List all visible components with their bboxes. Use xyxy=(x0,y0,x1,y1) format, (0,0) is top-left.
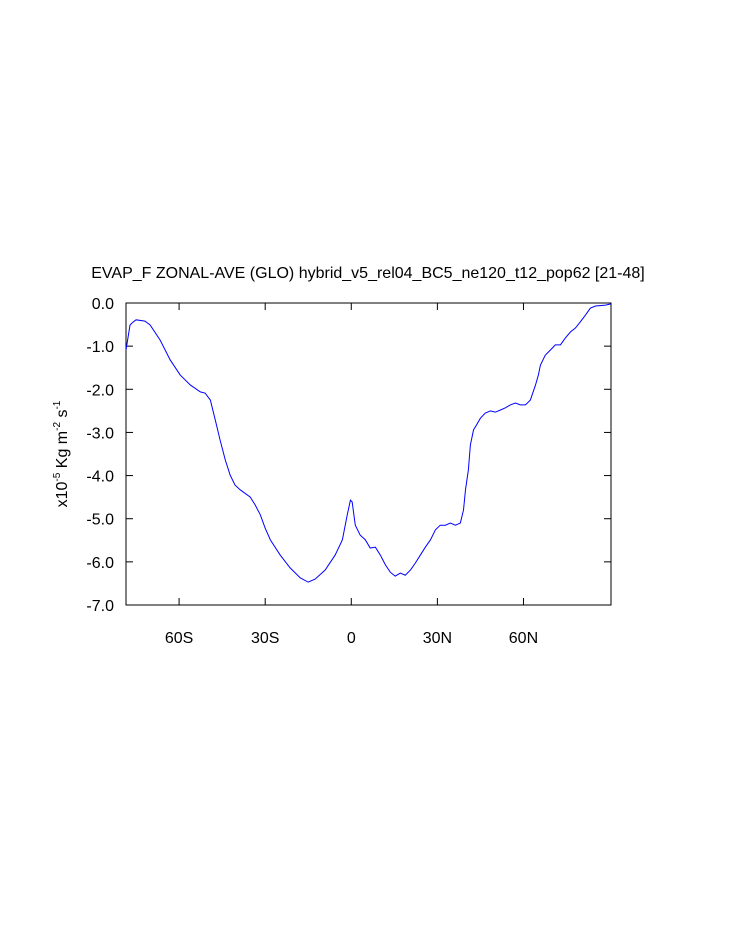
x-tick-label: 30N xyxy=(423,630,452,647)
y-tick-label: 0.0 xyxy=(92,296,114,313)
y-label-sup: -5 xyxy=(52,472,63,481)
plot-frame xyxy=(125,302,612,606)
y-tick-label: -7.0 xyxy=(86,598,114,615)
y-label-part: s xyxy=(54,410,71,422)
y-tick-label: -4.0 xyxy=(86,469,114,486)
y-tick-label: -3.0 xyxy=(86,425,114,442)
y-label-part: x10 xyxy=(54,481,71,507)
x-tick-label: 60N xyxy=(509,630,538,647)
y-tick-label: -2.0 xyxy=(86,382,114,399)
y-tick-label: -5.0 xyxy=(86,512,114,529)
y-label-sup: -1 xyxy=(52,400,63,409)
x-tick-label: 30S xyxy=(251,630,279,647)
x-tick-label: 60S xyxy=(165,630,193,647)
y-label-part: Kg m xyxy=(54,431,71,473)
y-axis-label: x10-5 Kg m-2 s-1 xyxy=(52,400,71,507)
y-tick-label: -1.0 xyxy=(86,339,114,356)
x-tick-label: 0 xyxy=(347,630,356,647)
y-tick-label: -6.0 xyxy=(86,555,114,572)
y-label-sup: -2 xyxy=(52,422,63,431)
chart-title: EVAP_F ZONAL-AVE (GLO) hybrid_v5_rel04_B… xyxy=(91,265,645,282)
data-line xyxy=(125,303,612,583)
